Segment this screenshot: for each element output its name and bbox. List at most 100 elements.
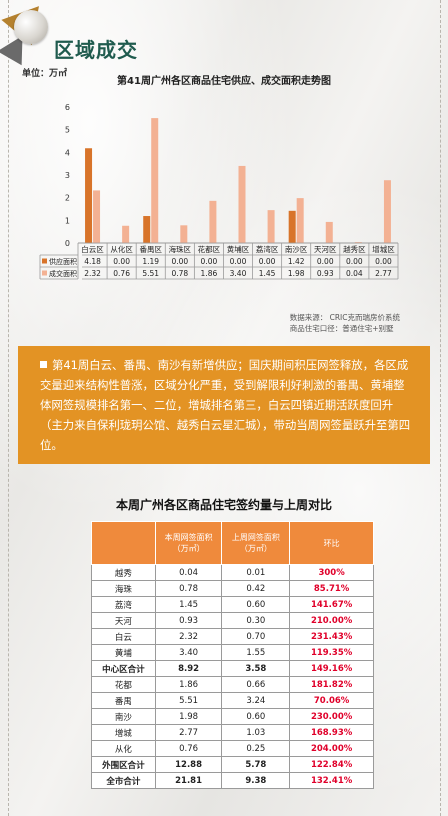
- data-value-label: 3.40: [230, 269, 247, 278]
- y-tick-label: 6: [65, 103, 70, 112]
- category-label: 从化区: [110, 244, 133, 254]
- legend-swatch: [42, 258, 47, 264]
- table-row: 番禺 5.51 3.24 70.06%: [91, 692, 374, 709]
- table-header-last-week: 上周网签面积（万㎡）: [221, 521, 291, 565]
- this-week-cell: 5.51: [154, 692, 223, 709]
- change-cell: 230.00%: [289, 708, 374, 725]
- data-value-label: 2.77: [375, 269, 392, 278]
- data-value-label: 1.42: [288, 257, 305, 266]
- table-header-change: 环比: [289, 521, 374, 565]
- unit-label: 单位：万㎡: [22, 69, 68, 79]
- legend-swatch: [42, 270, 47, 276]
- this-week-cell: 0.93: [154, 612, 223, 629]
- data-value-label: 0.04: [346, 269, 363, 278]
- change-cell: 119.35%: [289, 644, 374, 661]
- table-row: 花都 1.86 0.66 181.82%: [91, 676, 374, 693]
- change-cell: 122.84%: [289, 756, 374, 773]
- table-header-this-week: 本周网签面积（万㎡）: [154, 521, 223, 565]
- logo-marble-circle: [14, 10, 48, 44]
- last-week-cell: 0.70: [221, 628, 291, 645]
- frame-border-left: [8, 0, 9, 816]
- change-cell: 210.00%: [289, 612, 374, 629]
- category-label: 黄埔区: [227, 244, 250, 254]
- frame-border-right: [440, 0, 441, 816]
- table-row: 海珠 0.78 0.42 85.71%: [91, 580, 374, 597]
- table-row: 增城 2.77 1.03 168.93%: [91, 724, 374, 741]
- table-row: 从化 0.76 0.25 204.00%: [91, 740, 374, 757]
- data-value-label: 2.32: [84, 269, 101, 278]
- data-value-label: 1.19: [142, 257, 159, 266]
- data-value-label: 0.93: [317, 269, 334, 278]
- change-cell: 231.43%: [289, 628, 374, 645]
- change-cell: 204.00%: [289, 740, 374, 757]
- source-note: 数据来源： CRIC克而瑞房价系统 商品住宅口径：普通住宅+别墅: [290, 312, 400, 334]
- data-value-label: 0.00: [375, 257, 392, 266]
- last-week-cell: 0.30: [221, 612, 291, 629]
- bar-deal: [325, 221, 333, 243]
- signing-table: 本周网签面积（万㎡） 上周网签面积（万㎡） 环比 越秀 0.04 0.01 300% 海…: [91, 521, 374, 789]
- data-value-label: 0.00: [317, 257, 334, 266]
- bar-deal: [209, 200, 217, 243]
- summary-callout: 第41周白云、番禺、南沙有新增供应；国庆期间积压网签释放，各区成交量迎来结构性普…: [18, 346, 430, 464]
- district-cell: 海珠: [91, 580, 156, 597]
- category-label: 越秀区: [343, 244, 366, 254]
- data-value-label: 0.76: [113, 269, 130, 278]
- data-value-label: 1.45: [259, 269, 276, 278]
- legend-label: 供应面积: [49, 257, 77, 266]
- bar-supply: [85, 148, 93, 243]
- data-value-label: 4.18: [84, 257, 101, 266]
- table-summary-row: 全市合计 21.81 9.38 132.41%: [91, 772, 374, 789]
- district-cell: 白云: [91, 628, 156, 645]
- bar-chart: 0 1 2 3 4 5 6 白云区 从化区 番禺区 海珠区 花都区 黄埔区 荔湾区 南沙区 天河区 越秀区 增城区…: [39, 103, 399, 280]
- district-cell: 荔湾: [91, 596, 156, 613]
- last-week-cell: 0.01: [221, 564, 291, 581]
- change-cell: 300%: [289, 564, 374, 581]
- district-cell: 从化: [91, 740, 156, 757]
- change-cell: 168.93%: [289, 724, 374, 741]
- data-value-label: 0.78: [171, 269, 188, 278]
- bar-deal: [93, 190, 101, 243]
- bar-supply: [288, 210, 296, 243]
- this-week-cell: 8.92: [154, 660, 223, 677]
- last-week-cell: 9.38: [221, 772, 291, 789]
- this-week-cell: 1.45: [154, 596, 223, 613]
- table-summary-row: 中心区合计 8.92 3.58 149.16%: [91, 660, 374, 677]
- bar-deal: [354, 242, 362, 243]
- district-cell: 外围区合计: [91, 756, 156, 773]
- last-week-cell: 3.58: [221, 660, 291, 677]
- summary-text: 第41周白云、番禺、南沙有新增供应；国庆期间积压网签释放，各区成交量迎来结构性普…: [40, 358, 411, 452]
- legend-label: 成交面积: [49, 269, 77, 278]
- table-row: 黄埔 3.40 1.55 119.35%: [91, 644, 374, 661]
- this-week-cell: 2.32: [154, 628, 223, 645]
- source-note-line1: 数据来源： CRIC克而瑞房价系统: [289, 313, 400, 322]
- last-week-cell: 3.24: [221, 692, 291, 709]
- this-week-cell: 21.81: [154, 772, 223, 789]
- y-tick-label: 5: [65, 126, 70, 135]
- table-header-district: [91, 521, 156, 565]
- data-value-label: 5.51: [142, 269, 159, 278]
- last-week-cell: 0.60: [221, 596, 291, 613]
- y-tick-label: 4: [65, 148, 70, 157]
- district-cell: 花都: [91, 676, 156, 693]
- source-note-line2: 商品住宅口径：普通住宅+别墅: [289, 324, 394, 333]
- change-cell: 141.67%: [289, 596, 374, 613]
- last-week-cell: 0.66: [221, 676, 291, 693]
- last-week-cell: 0.60: [221, 708, 291, 725]
- table-row: 荔湾 1.45 0.60 141.67%: [91, 596, 374, 613]
- category-label: 增城区: [372, 244, 395, 254]
- table-header-row: 本周网签面积（万㎡） 上周网签面积（万㎡） 环比: [91, 521, 374, 565]
- district-cell: 全市合计: [91, 772, 156, 789]
- last-week-cell: 0.42: [221, 580, 291, 597]
- this-week-cell: 1.98: [154, 708, 223, 725]
- bar-deal: [122, 225, 130, 243]
- data-value-label: 1.86: [201, 269, 218, 278]
- category-label: 荔湾区: [256, 244, 279, 254]
- bar-deal: [296, 198, 304, 243]
- district-cell: 越秀: [91, 564, 156, 581]
- district-cell: 天河: [91, 612, 156, 629]
- bar-deal: [383, 180, 391, 243]
- chart-title: 第41周广州各区商品住宅供应、成交面积走势图: [117, 76, 331, 87]
- district-cell: 南沙: [91, 708, 156, 725]
- change-cell: 181.82%: [289, 676, 374, 693]
- y-tick-label: 3: [65, 171, 70, 180]
